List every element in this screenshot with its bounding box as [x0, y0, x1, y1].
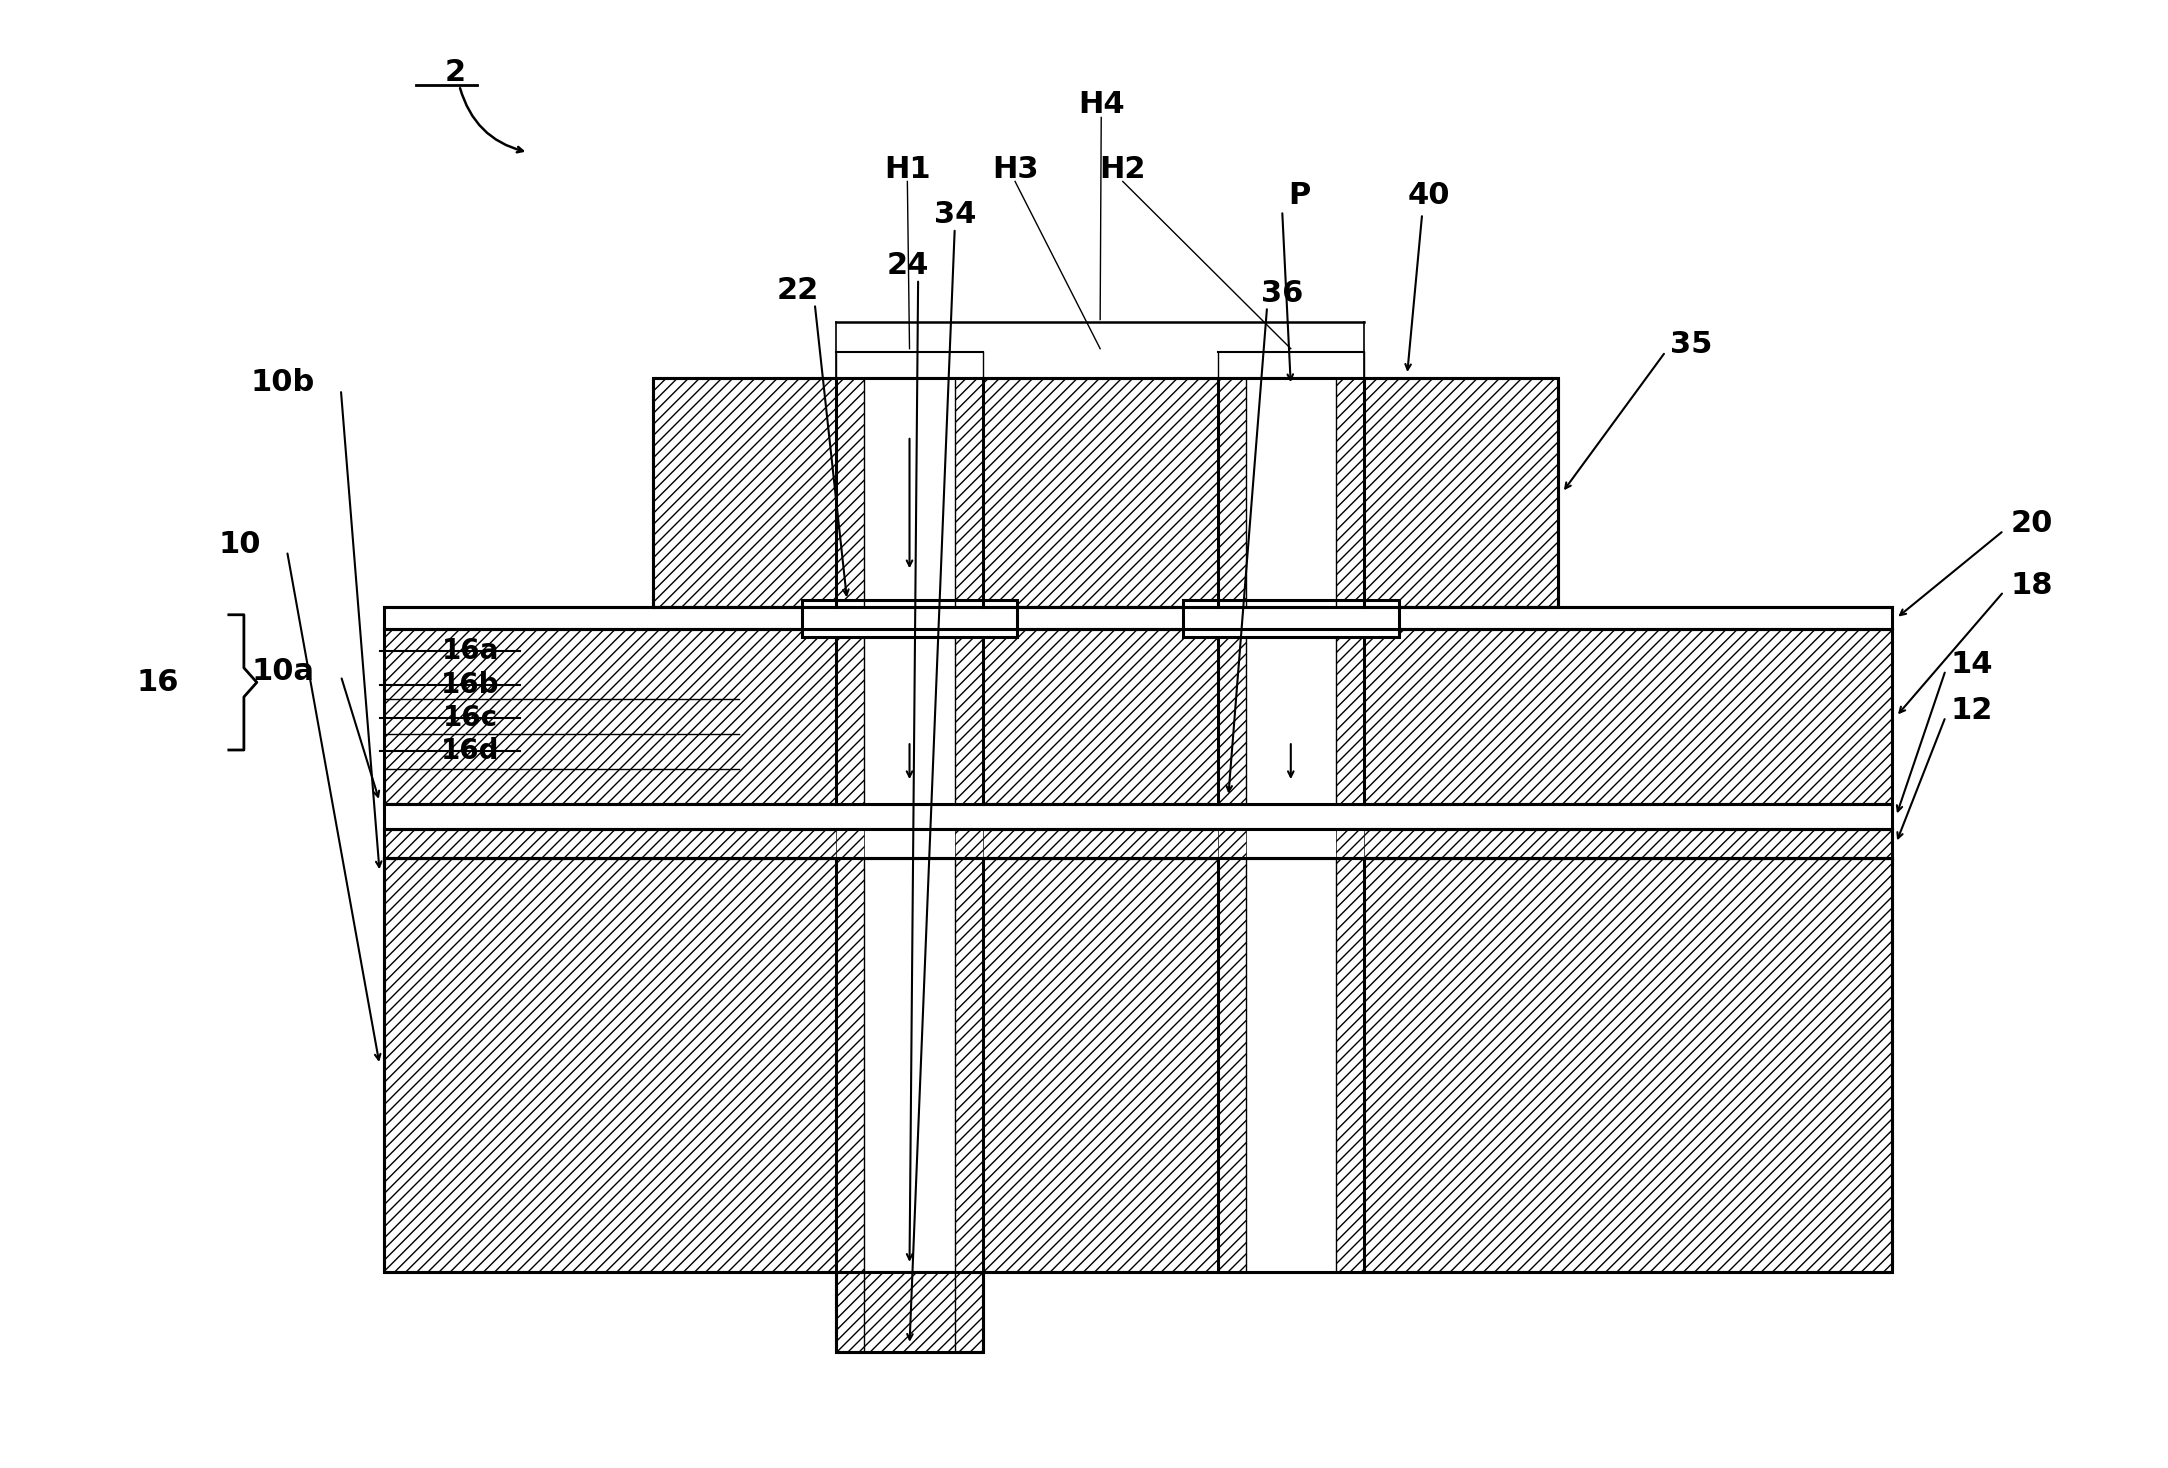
Bar — [1335, 828, 1364, 857]
Text: 16a: 16a — [442, 637, 499, 665]
Text: 10a: 10a — [251, 658, 314, 686]
Bar — [1184, 600, 1398, 637]
Bar — [865, 828, 954, 857]
Bar — [865, 1271, 954, 1352]
Text: 24: 24 — [887, 251, 928, 280]
Text: 35: 35 — [1669, 330, 1713, 358]
Bar — [865, 1271, 954, 1352]
Bar — [837, 828, 865, 857]
Bar — [837, 377, 865, 608]
Text: 34: 34 — [934, 201, 976, 229]
Bar — [1218, 377, 1247, 608]
Text: H2: H2 — [1099, 156, 1147, 185]
Bar — [1218, 857, 1247, 1271]
Bar — [384, 857, 1893, 1271]
Bar — [1218, 828, 1247, 857]
Bar — [384, 804, 1893, 828]
Bar — [1218, 630, 1247, 804]
Text: P: P — [1288, 182, 1309, 210]
Text: 12: 12 — [1951, 696, 1992, 725]
Text: 10b: 10b — [251, 367, 314, 396]
Text: 18: 18 — [2010, 571, 2053, 600]
Bar — [954, 630, 982, 804]
Bar — [954, 377, 982, 608]
Text: 22: 22 — [776, 276, 820, 305]
Text: 16: 16 — [137, 668, 180, 697]
Bar — [1247, 377, 1335, 608]
Bar — [384, 828, 1893, 857]
Bar — [954, 828, 982, 857]
Text: 10: 10 — [219, 530, 260, 559]
Bar — [802, 600, 1017, 637]
Bar — [1247, 630, 1335, 804]
Text: H3: H3 — [991, 156, 1038, 185]
Bar — [837, 857, 865, 1271]
Text: 14: 14 — [1951, 650, 1992, 678]
Text: 36: 36 — [1262, 279, 1303, 308]
Text: 40: 40 — [1407, 182, 1450, 210]
Bar — [384, 630, 1893, 804]
Bar — [1335, 630, 1364, 804]
Bar — [1335, 377, 1364, 608]
Bar — [384, 608, 1893, 630]
Text: 16c: 16c — [442, 705, 499, 733]
Bar — [865, 377, 954, 608]
Text: H1: H1 — [885, 156, 930, 185]
Bar — [837, 630, 865, 804]
Bar — [837, 1271, 982, 1352]
Text: 16b: 16b — [440, 671, 499, 699]
Text: 20: 20 — [2010, 508, 2053, 537]
Text: H4: H4 — [1077, 90, 1125, 119]
Text: 16d: 16d — [440, 737, 499, 765]
Bar — [653, 377, 1559, 608]
Bar — [1247, 828, 1335, 857]
Text: 2: 2 — [444, 57, 466, 87]
Bar — [1247, 857, 1335, 1271]
Bar — [865, 630, 954, 804]
Bar — [865, 857, 954, 1271]
Bar — [954, 857, 982, 1271]
Bar — [1335, 857, 1364, 1271]
